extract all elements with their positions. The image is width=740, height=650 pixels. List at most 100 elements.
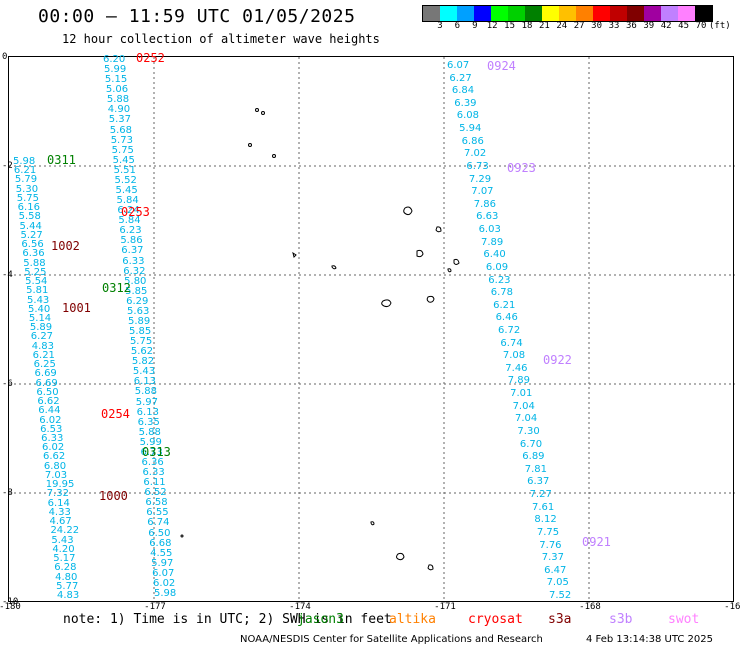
- wave-height-label: 5.88: [106, 94, 130, 106]
- pass-label: 0921: [582, 535, 611, 549]
- wave-height-label: 6.44: [38, 405, 61, 417]
- wave-height-label: 5.51: [113, 164, 136, 176]
- wave-height-label: 5.79: [14, 174, 38, 186]
- wave-height-label: 5.88: [134, 386, 158, 398]
- wave-height-label: 6.36: [22, 248, 45, 260]
- wave-height-label: 4.67: [49, 516, 72, 528]
- wave-height-label: 6.02: [153, 577, 176, 589]
- wave-height-label: 5.99: [139, 436, 162, 448]
- wave-height-label: 5.30: [15, 183, 39, 195]
- pass-label: 1000: [99, 489, 128, 503]
- wave-height-label: 6.52: [144, 487, 167, 499]
- wave-height-label: 5.25: [24, 266, 47, 278]
- colorbar-label: 24: [556, 21, 568, 31]
- wave-height-label: 6.86: [461, 135, 484, 147]
- colorbar-label: 39: [643, 21, 655, 31]
- wave-height-label: 6.56: [21, 239, 44, 251]
- x-tick-label: -177: [144, 602, 166, 612]
- y-tick-label: -2: [2, 161, 13, 171]
- wave-height-label: 7.52: [549, 590, 572, 601]
- wave-height-label: 4.83: [57, 590, 80, 601]
- wave-height-label: 5.45: [115, 184, 138, 196]
- wave-height-label: 6.14: [47, 497, 70, 509]
- wave-height-label: 5.81: [26, 285, 49, 297]
- wave-height-label: 6.69: [35, 377, 58, 389]
- wave-height-label: 7.04: [515, 413, 538, 425]
- colorbar-label: 18: [521, 21, 533, 31]
- colorbar-swatch: [440, 6, 457, 21]
- colorbar-swatch: [627, 6, 644, 21]
- wave-height-label: 7.01: [510, 388, 533, 400]
- wave-height-label: 5.27: [20, 229, 43, 241]
- wave-height-label: 5.68: [109, 124, 132, 136]
- colorbar-swatch: [474, 6, 491, 21]
- wave-height-label: 5.94: [459, 123, 482, 135]
- colorbar-swatch: [695, 6, 712, 21]
- pass-label: 1002: [51, 239, 80, 253]
- wave-height-label: 5.89: [29, 322, 53, 334]
- wave-height-label: 6.69: [34, 368, 57, 380]
- colorbar-labels: 3 6 9 12 15 18 21 24 27 30 33 36 39 42 45 70: [422, 21, 740, 33]
- wave-height-label: 6.70: [519, 438, 543, 450]
- wave-height-label: 6.58: [145, 497, 168, 509]
- x-tick-label: -171: [434, 602, 456, 612]
- colorbar-swatch: [678, 6, 695, 21]
- wave-height-label: 6.16: [17, 202, 40, 214]
- wave-height-label: 6.13: [133, 376, 157, 388]
- wave-height-label: 5.84: [118, 215, 141, 227]
- pass-label: 0252: [136, 51, 165, 65]
- legend-cryosat: cryosat: [468, 612, 523, 627]
- wave-height-label: 6.27: [30, 331, 54, 343]
- wave-height-label: 6.50: [148, 527, 171, 539]
- wave-height-label: 6.24: [117, 205, 140, 217]
- page-subtitle: 12 hour collection of altimeter wave hei…: [62, 32, 380, 46]
- wave-height-label: 7.76: [539, 539, 562, 551]
- legend-s3b: s3b: [609, 612, 633, 627]
- wave-height-label: 5.88: [23, 257, 46, 269]
- pass-label: 0254: [101, 407, 130, 421]
- wave-height-label: 7.08: [502, 350, 526, 362]
- wave-height-label: 6.73: [466, 160, 489, 172]
- timestamp: 4 Feb 13:14:38 UTC 2025: [586, 634, 713, 645]
- wave-height-label: 5.63: [127, 305, 150, 317]
- x-tick-label: -174: [289, 602, 311, 612]
- wave-height-label: 5.77: [56, 580, 79, 592]
- wave-height-label: 5.58: [18, 211, 41, 223]
- wave-height-label: 5.37: [108, 114, 132, 126]
- wave-height-label: 6.74: [500, 337, 523, 349]
- colorbar-label: 27: [573, 21, 585, 31]
- wave-height-label: 6.62: [42, 451, 66, 463]
- wave-height-label: 5.54: [25, 276, 48, 288]
- wave-height-label: 6.27: [449, 72, 472, 84]
- wave-height-label: 5.84: [116, 195, 139, 207]
- x-tick-label: -168: [579, 602, 601, 612]
- wave-height-label: 5.82: [131, 356, 155, 368]
- wave-height-label: 6.08: [456, 110, 479, 122]
- wave-height-label: 6.33: [142, 467, 165, 479]
- wave-height-label: 6.07: [152, 567, 175, 579]
- pass-label: 0923: [507, 161, 536, 175]
- wave-height-label: 6.80: [43, 460, 67, 472]
- legend-altika: altika: [389, 612, 436, 627]
- wave-height-label: 6.47: [544, 564, 567, 576]
- wave-height-label: 7.27: [529, 489, 552, 501]
- colorbar-label: 3: [437, 21, 443, 31]
- colorbar-swatch: [457, 6, 474, 21]
- x-tick-label: -165: [724, 602, 740, 612]
- wave-height-label: 6.63: [476, 211, 499, 223]
- map-panel: 6.20 5.99 5.15 5.06 5.88 4.90 5.37 5.68 5.73 5.75…: [8, 51, 735, 603]
- colorbar-swatch: [644, 6, 661, 21]
- wave-height-label: 7.05: [546, 577, 569, 589]
- colorbar: [422, 5, 713, 22]
- wave-height-label: 5.75: [129, 336, 153, 348]
- wave-height-label: 6.68: [149, 537, 172, 549]
- wave-height-label: 5.43: [132, 366, 156, 378]
- legend-s3a: s3a: [548, 612, 572, 627]
- colorbar-swatch: [491, 6, 508, 21]
- pass-label: 0313: [142, 445, 171, 459]
- wave-height-label: 5.88: [138, 426, 161, 438]
- wave-height-label: 5.75: [16, 192, 39, 204]
- wave-height-label: 6.36: [141, 457, 164, 469]
- pass-label: 0924: [487, 59, 516, 73]
- colorbar-swatch: [576, 6, 593, 21]
